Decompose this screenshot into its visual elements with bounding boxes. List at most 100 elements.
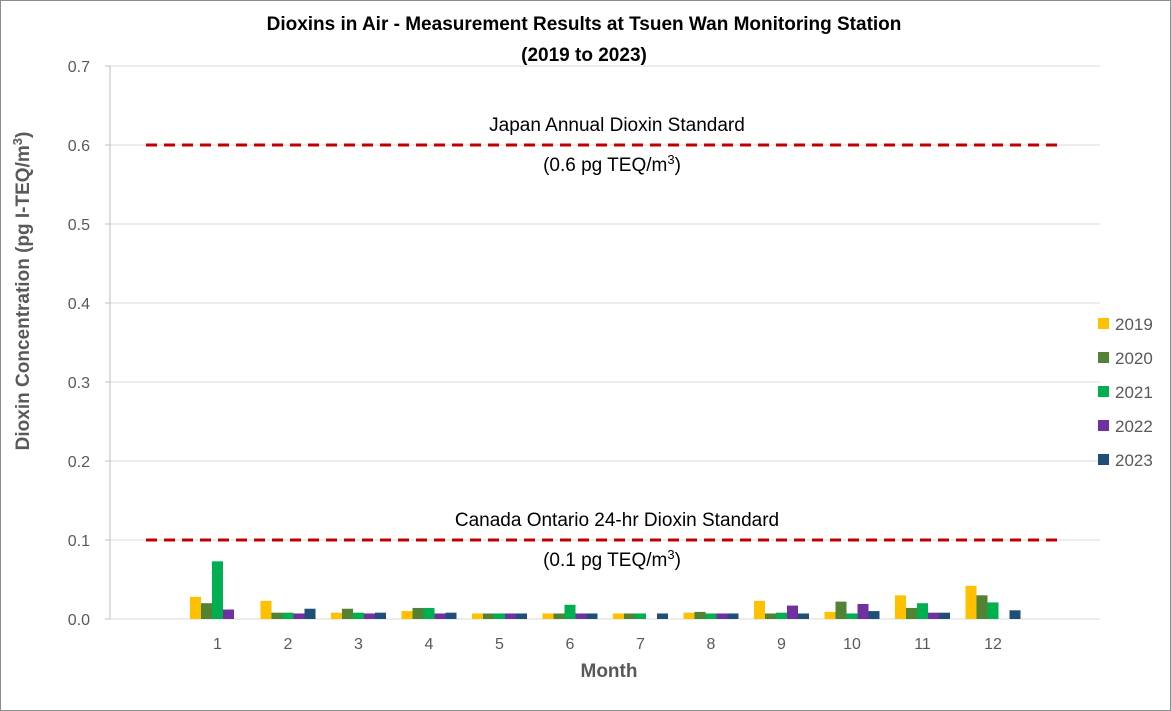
bar-2020-month-3 [342,608,353,619]
bar-2019-month-11 [895,595,906,619]
bar-2022-month-2 [293,613,305,619]
bar-2020-month-12 [976,595,988,619]
bar-2022-month-11 [928,612,939,619]
bar-2022-month-3 [364,613,375,619]
bar-2019-month-12 [965,585,977,619]
bar-2022-month-6 [575,613,587,619]
bar-2022-month-8 [716,613,728,619]
x-tick-label: 3 [354,636,363,653]
bar-2020-month-4 [412,607,424,619]
x-tick-label: 4 [425,636,434,653]
bar-2021-month-4 [423,607,435,619]
bar-2020-month-6 [553,613,565,619]
legend-swatch-2023 [1098,454,1109,465]
legend-label-2022: 2022 [1115,417,1153,436]
bar-2019-month-10 [824,611,836,619]
bar-2022-month-1 [223,609,234,619]
legend-label-2019: 2019 [1115,315,1153,334]
x-tick-label: 5 [495,636,504,653]
bar-2021-month-3 [353,612,364,619]
bar-2019-month-4 [401,611,413,619]
bar-2023-month-4 [445,612,457,619]
legend: 2019 2020 2021 2022 2023 [1098,315,1153,470]
x-tick-label: 7 [636,636,645,653]
x-tick-label: 9 [777,636,786,653]
legend-swatch-2020 [1098,352,1109,363]
bar-2023-month-7 [657,613,668,619]
bar-2020-month-8 [694,611,706,619]
legend-label-2020: 2020 [1115,349,1153,368]
bar-2019-month-5 [472,613,483,619]
bar-2023-month-3 [375,612,386,619]
bar-2023-month-2 [304,608,316,619]
bar-2020-month-7 [624,613,635,619]
bar-2022-month-4 [434,613,446,619]
bar-2023-month-6 [586,613,598,619]
bar-2021-month-1 [212,561,223,619]
bar-2022-month-5 [505,613,516,619]
bar-2020-month-1 [201,603,212,619]
bar-2021-month-5 [494,613,505,619]
bar-2023-month-10 [868,611,880,619]
bar-2021-month-2 [282,612,294,619]
y-tick-label: 0.4 [68,296,90,313]
bar-2019-month-7 [613,613,624,619]
bar-2019-month-9 [754,600,765,619]
reference-label-1: Canada Ontario 24-hr Dioxin Standard [455,510,779,531]
bar-2021-month-12 [987,602,999,619]
bar-2019-month-3 [331,612,342,619]
bar-2021-month-10 [846,613,858,619]
y-tick-label: 0.7 [68,59,90,76]
bar-2021-month-8 [705,613,717,619]
x-tick-label: 11 [914,636,931,653]
bar-2021-month-6 [564,604,576,619]
bar-2022-month-10 [857,603,869,619]
legend-swatch-2022 [1098,420,1109,431]
bar-2021-month-7 [635,613,646,619]
y-axis-ticks: 0.0 0.1 0.2 0.3 0.4 0.5 0.6 0.7 [68,59,110,629]
x-tick-label: 12 [984,636,1002,653]
bar-series [190,561,1021,619]
reference-sublabel-0: (0.6 pg TEQ/m3) [543,152,681,177]
bar-2020-month-2 [271,612,283,619]
y-tick-label: 0.2 [68,454,90,471]
y-axis-title: Dioxin Concentration (pg I-TEQ/m3) [10,132,35,451]
reference-lines: Japan Annual Dioxin Standard (0.6 pg TEQ/… [146,115,1063,571]
bar-2020-month-10 [835,601,847,619]
legend-swatch-2021 [1098,386,1109,397]
x-tick-label: 10 [843,636,861,653]
y-tick-label: 0.3 [68,375,90,392]
y-tick-label: 0.0 [68,612,90,629]
bar-2022-month-9 [787,605,798,619]
bar-2023-month-8 [727,613,739,619]
y-tick-label: 0.5 [68,217,90,234]
reference-label-0: Japan Annual Dioxin Standard [489,115,745,136]
x-axis-title: Month [581,661,638,682]
legend-label-2021: 2021 [1115,383,1153,402]
bar-2019-month-8 [683,612,695,619]
legend-label-2023: 2023 [1115,451,1153,470]
x-tick-label: 1 [213,636,222,653]
y-tick-label: 0.6 [68,138,90,155]
bar-2019-month-1 [190,596,201,619]
bar-2020-month-9 [765,613,776,619]
reference-sublabel-1: (0.1 pg TEQ/m3) [543,547,681,572]
bar-2021-month-9 [776,612,787,619]
chart-subtitle: (2019 to 2023) [521,45,647,66]
x-tick-label: 8 [707,636,716,653]
x-tick-label: 2 [284,636,293,653]
bar-2020-month-11 [906,607,917,619]
bar-2023-month-5 [516,613,527,619]
gridlines [110,65,1100,620]
bar-2021-month-11 [917,603,928,619]
bar-2019-month-6 [542,613,554,619]
bar-2023-month-11 [939,612,950,619]
legend-swatch-2019 [1098,318,1109,329]
x-axis-ticks: 1 2 3 4 5 6 7 8 9 10 11 12 [213,636,1002,653]
bar-2020-month-5 [483,613,494,619]
bar-2023-month-12 [1009,610,1021,619]
bar-2023-month-9 [798,613,809,619]
y-tick-label: 0.1 [68,533,90,550]
